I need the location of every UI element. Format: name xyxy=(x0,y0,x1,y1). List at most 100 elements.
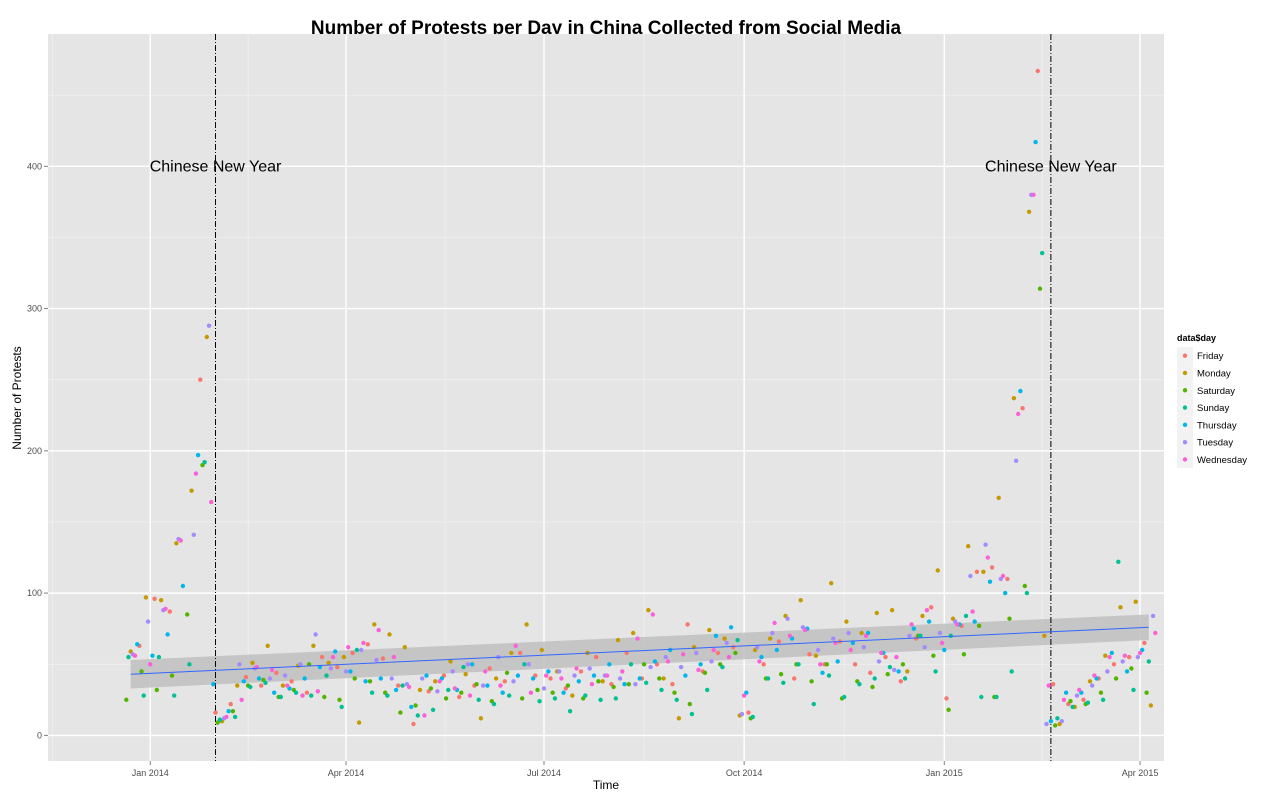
data-point-thursday xyxy=(1033,139,1038,145)
data-point-sunday xyxy=(217,717,223,722)
data-point-monday xyxy=(631,630,636,636)
data-point-thursday xyxy=(759,654,764,660)
data-point-friday xyxy=(487,666,492,671)
data-point-wednesday xyxy=(300,693,305,698)
data-point-sunday xyxy=(887,664,893,670)
data-point-sunday xyxy=(248,684,253,690)
data-point-saturday xyxy=(1068,699,1073,704)
data-point-tuesday xyxy=(831,636,836,641)
data-point-tuesday xyxy=(861,645,866,650)
data-point-wednesday xyxy=(726,654,732,660)
data-point-sunday xyxy=(552,696,558,701)
data-point-wednesday xyxy=(437,679,442,684)
data-point-tuesday xyxy=(815,647,821,653)
data-point-monday xyxy=(829,581,834,586)
data-point-sunday xyxy=(324,673,329,678)
data-point-friday xyxy=(852,662,858,667)
data-point-wednesday xyxy=(528,690,534,695)
data-point-friday xyxy=(502,679,507,684)
data-point-monday xyxy=(1087,679,1093,684)
data-point-tuesday xyxy=(983,542,988,547)
data-point-monday xyxy=(524,622,529,627)
data-point-saturday xyxy=(154,687,159,693)
data-point-sunday xyxy=(461,664,466,670)
data-point-tuesday xyxy=(343,669,349,674)
data-point-monday xyxy=(768,636,773,641)
data-point-sunday xyxy=(613,696,618,701)
data-point-monday xyxy=(646,608,651,613)
data-point-friday xyxy=(380,656,386,661)
data-point-sunday xyxy=(232,714,238,720)
data-point-tuesday xyxy=(876,659,882,664)
data-point-monday xyxy=(1026,209,1032,214)
data-point-tuesday xyxy=(1135,654,1141,660)
data-point-sunday xyxy=(948,633,953,638)
data-point-wednesday xyxy=(1122,653,1128,658)
data-point-saturday xyxy=(1144,690,1149,695)
y-tick-label: 300 xyxy=(27,304,42,314)
y-tick-label: 200 xyxy=(27,446,42,456)
data-point-saturday xyxy=(535,687,540,693)
data-point-saturday xyxy=(520,696,525,701)
data-point-saturday xyxy=(322,694,327,700)
data-point-monday xyxy=(874,610,879,616)
data-point-sunday xyxy=(507,693,512,698)
data-point-friday xyxy=(792,676,797,681)
data-point-thursday xyxy=(728,625,734,630)
data-point-wednesday xyxy=(422,713,427,718)
data-point-friday xyxy=(304,690,310,695)
data-point-tuesday xyxy=(435,689,440,694)
data-point-friday xyxy=(883,654,888,660)
data-point-monday xyxy=(189,488,194,493)
data-point-thursday xyxy=(333,649,338,654)
data-point-saturday xyxy=(1129,666,1134,671)
data-point-friday xyxy=(898,679,903,684)
data-point-friday xyxy=(1111,662,1117,667)
data-point-sunday xyxy=(446,687,451,693)
data-point-tuesday xyxy=(922,645,927,650)
data-point-friday xyxy=(868,670,873,675)
data-point-wednesday xyxy=(711,647,716,653)
data-point-monday xyxy=(981,569,986,574)
new-year-lines xyxy=(215,34,1052,761)
data-point-tuesday xyxy=(511,679,516,684)
data-point-saturday xyxy=(900,662,906,667)
data-point-sunday xyxy=(705,687,710,693)
data-point-thursday xyxy=(713,633,719,638)
data-point-friday xyxy=(213,710,218,715)
data-point-monday xyxy=(326,660,331,665)
data-point-wednesday xyxy=(894,654,899,660)
data-point-monday xyxy=(372,622,377,627)
data-point-saturday xyxy=(337,697,342,702)
data-point-sunday xyxy=(979,694,984,700)
data-point-friday xyxy=(228,701,233,707)
data-point-saturday xyxy=(672,690,677,695)
data-point-thursday xyxy=(835,659,840,664)
data-point-wednesday xyxy=(985,555,990,560)
legend-label-sunday: Sunday xyxy=(1197,403,1229,414)
data-point-sunday xyxy=(750,714,755,720)
data-point-thursday xyxy=(622,682,627,687)
data-point-friday xyxy=(807,652,812,657)
data-point-saturday xyxy=(185,612,190,617)
data-point-thursday xyxy=(850,640,856,646)
data-point-wednesday xyxy=(1016,411,1021,417)
data-point-wednesday xyxy=(879,650,884,656)
data-point-monday xyxy=(570,693,575,698)
data-point-friday xyxy=(1020,406,1025,411)
data-point-saturday xyxy=(733,650,738,656)
data-point-monday xyxy=(463,672,468,677)
data-point-wednesday xyxy=(346,645,351,650)
data-point-saturday xyxy=(1098,690,1104,695)
data-point-tuesday xyxy=(1120,659,1125,664)
data-point-thursday xyxy=(1124,669,1130,674)
data-point-monday xyxy=(417,687,423,693)
data-point-tuesday xyxy=(846,630,851,636)
data-point-monday xyxy=(509,650,514,656)
data-point-wednesday xyxy=(483,669,488,674)
data-point-saturday xyxy=(474,682,479,687)
data-point-thursday xyxy=(348,669,353,674)
data-point-monday xyxy=(798,598,803,603)
data-point-friday xyxy=(167,609,172,614)
data-point-wednesday xyxy=(589,682,595,687)
